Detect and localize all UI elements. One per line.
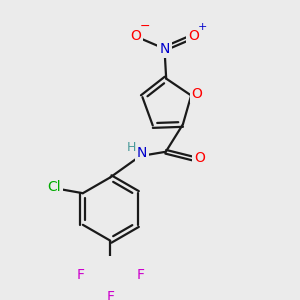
Text: F: F [106, 290, 114, 300]
Text: F: F [136, 268, 144, 282]
Text: −: − [140, 20, 150, 33]
Text: H: H [127, 141, 136, 154]
Text: O: O [130, 29, 141, 43]
Text: F: F [76, 268, 84, 282]
Text: N: N [159, 42, 170, 56]
Text: +: + [198, 22, 208, 32]
Text: O: O [194, 151, 206, 165]
Text: N: N [137, 146, 147, 161]
Text: Cl: Cl [47, 180, 61, 194]
Text: O: O [192, 87, 203, 101]
Text: O: O [188, 29, 199, 43]
